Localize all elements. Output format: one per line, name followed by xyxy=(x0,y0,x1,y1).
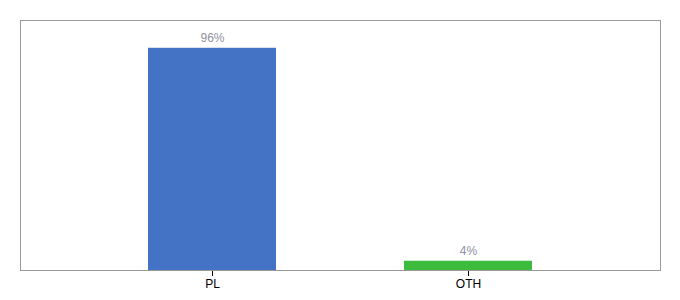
svg-text:PL: PL xyxy=(205,277,220,291)
svg-text:OTH: OTH xyxy=(456,277,481,291)
svg-text:96%: 96% xyxy=(200,31,224,45)
svg-text:4%: 4% xyxy=(460,244,478,258)
